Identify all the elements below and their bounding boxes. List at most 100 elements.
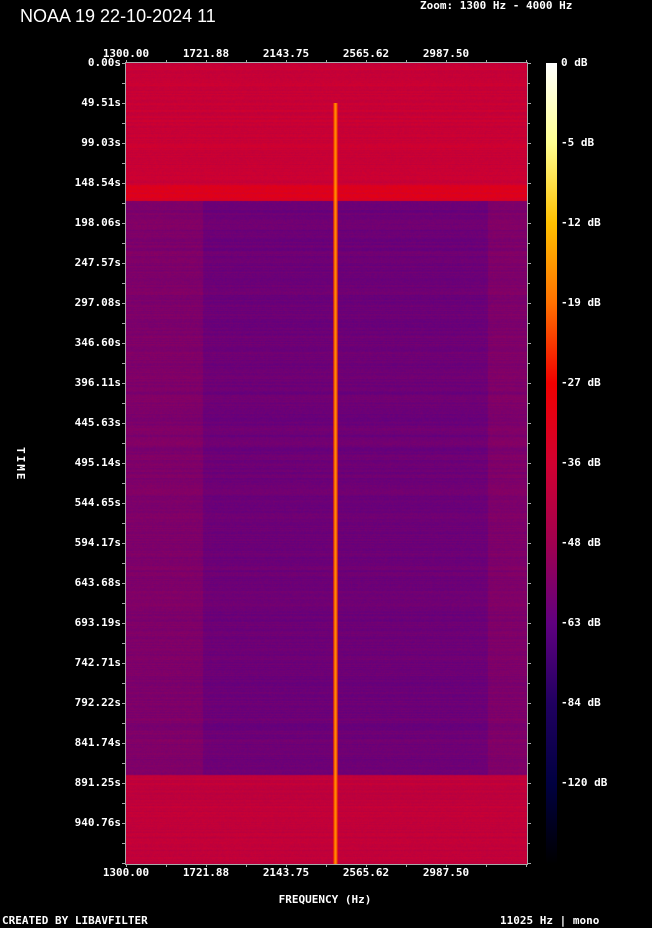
y-tick-mark — [527, 103, 531, 104]
y-tick-mark — [122, 743, 126, 744]
y-tick-mark — [527, 603, 530, 604]
colorbar-label: -120 dB — [561, 776, 608, 789]
y-tick-mark — [527, 423, 531, 424]
zoom-range-label: Zoom: 1300 Hz - 4000 Hz — [420, 0, 573, 12]
y-tick-label: 594.17s — [74, 536, 121, 549]
y-tick-mark — [122, 483, 125, 484]
colorbar-label: -5 dB — [561, 136, 595, 149]
x-tick-label: 2987.50 — [422, 866, 470, 879]
y-tick-mark — [122, 263, 126, 264]
y-tick-mark — [527, 543, 531, 544]
x-tick-mark — [166, 864, 167, 867]
y-tick-mark — [527, 663, 531, 664]
colorbar — [546, 63, 557, 864]
y-tick-mark — [527, 63, 531, 64]
y-tick-mark — [527, 183, 531, 184]
y-tick-mark — [527, 843, 530, 844]
y-tick-mark — [122, 183, 126, 184]
y-tick-mark — [122, 243, 125, 244]
y-tick-mark — [122, 63, 126, 64]
y-tick-mark — [122, 83, 125, 84]
y-tick-mark — [122, 603, 125, 604]
x-tick-mark — [246, 864, 247, 867]
x-tick-label: 1300.00 — [102, 866, 150, 879]
y-tick-mark — [122, 623, 126, 624]
chart-title: NOAA 19 22-10-2024 11 — [20, 6, 216, 26]
y-tick-mark — [122, 523, 125, 524]
colorbar-label: 0 dB — [561, 56, 588, 69]
x-tick-mark — [526, 60, 527, 63]
y-tick-label: 148.54s — [74, 176, 121, 189]
y-tick-label: 792.22s — [74, 696, 121, 709]
y-tick-label: 247.57s — [74, 256, 121, 269]
x-tick-mark — [246, 60, 247, 63]
y-tick-mark — [122, 583, 126, 584]
y-tick-label: 495.14s — [74, 456, 121, 469]
x-tick-mark — [286, 864, 287, 867]
y-tick-mark — [527, 383, 531, 384]
y-tick-mark — [527, 783, 531, 784]
y-tick-mark — [527, 403, 530, 404]
y-tick-mark — [527, 723, 530, 724]
y-tick-mark — [527, 323, 530, 324]
y-tick-mark — [122, 163, 125, 164]
y-tick-mark — [527, 443, 530, 444]
y-tick-mark — [527, 223, 531, 224]
y-tick-mark — [122, 103, 126, 104]
x-tick-label: 2565.62 — [342, 47, 390, 60]
y-tick-label: 891.25s — [74, 776, 121, 789]
y-tick-mark — [122, 403, 125, 404]
y-tick-mark — [527, 503, 531, 504]
y-tick-mark — [527, 283, 530, 284]
x-tick-mark — [366, 60, 367, 63]
y-tick-label: 445.63s — [74, 416, 121, 429]
y-tick-label: 940.76s — [74, 816, 121, 829]
x-tick-mark — [126, 60, 127, 63]
y-tick-mark — [122, 803, 125, 804]
y-tick-label: 198.06s — [74, 216, 121, 229]
x-tick-mark — [486, 864, 487, 867]
y-tick-mark — [122, 343, 126, 344]
x-tick-mark — [326, 864, 327, 867]
x-tick-label: 2143.75 — [262, 47, 310, 60]
colorbar-label: -84 dB — [561, 696, 601, 709]
y-tick-mark — [527, 703, 531, 704]
x-tick-label: 1300.00 — [102, 47, 150, 60]
y-tick-mark — [122, 783, 126, 784]
y-tick-label: 742.71s — [74, 656, 121, 669]
y-tick-mark — [527, 763, 530, 764]
y-tick-mark — [122, 763, 125, 764]
x-tick-mark — [206, 60, 207, 63]
x-tick-mark — [286, 60, 287, 63]
y-tick-mark — [527, 683, 530, 684]
y-tick-mark — [527, 83, 530, 84]
y-tick-mark — [527, 143, 531, 144]
x-tick-mark — [446, 864, 447, 867]
y-tick-mark — [122, 223, 126, 224]
y-tick-label: 643.68s — [74, 576, 121, 589]
y-tick-mark — [122, 503, 126, 504]
y-tick-mark — [122, 723, 125, 724]
y-tick-mark — [122, 203, 125, 204]
y-tick-mark — [122, 283, 125, 284]
x-tick-label: 2987.50 — [422, 47, 470, 60]
carrier-line — [333, 103, 339, 864]
x-tick-mark — [326, 60, 327, 63]
x-tick-mark — [406, 864, 407, 867]
y-tick-mark — [122, 363, 125, 364]
y-tick-mark — [122, 123, 125, 124]
x-tick-mark — [126, 864, 127, 867]
x-tick-mark — [526, 864, 527, 867]
y-tick-mark — [122, 383, 126, 384]
y-tick-label: 346.60s — [74, 336, 121, 349]
y-tick-mark — [122, 303, 126, 304]
y-tick-label: 693.19s — [74, 616, 121, 629]
y-tick-mark — [122, 423, 126, 424]
sample-rate-label: 11025 Hz | mono — [500, 914, 600, 927]
colorbar-label: -48 dB — [561, 536, 601, 549]
y-tick-mark — [527, 163, 530, 164]
colorbar-label: -27 dB — [561, 376, 601, 389]
y-tick-mark — [122, 663, 126, 664]
y-tick-label: 99.03s — [81, 136, 121, 149]
y-tick-mark — [527, 743, 531, 744]
